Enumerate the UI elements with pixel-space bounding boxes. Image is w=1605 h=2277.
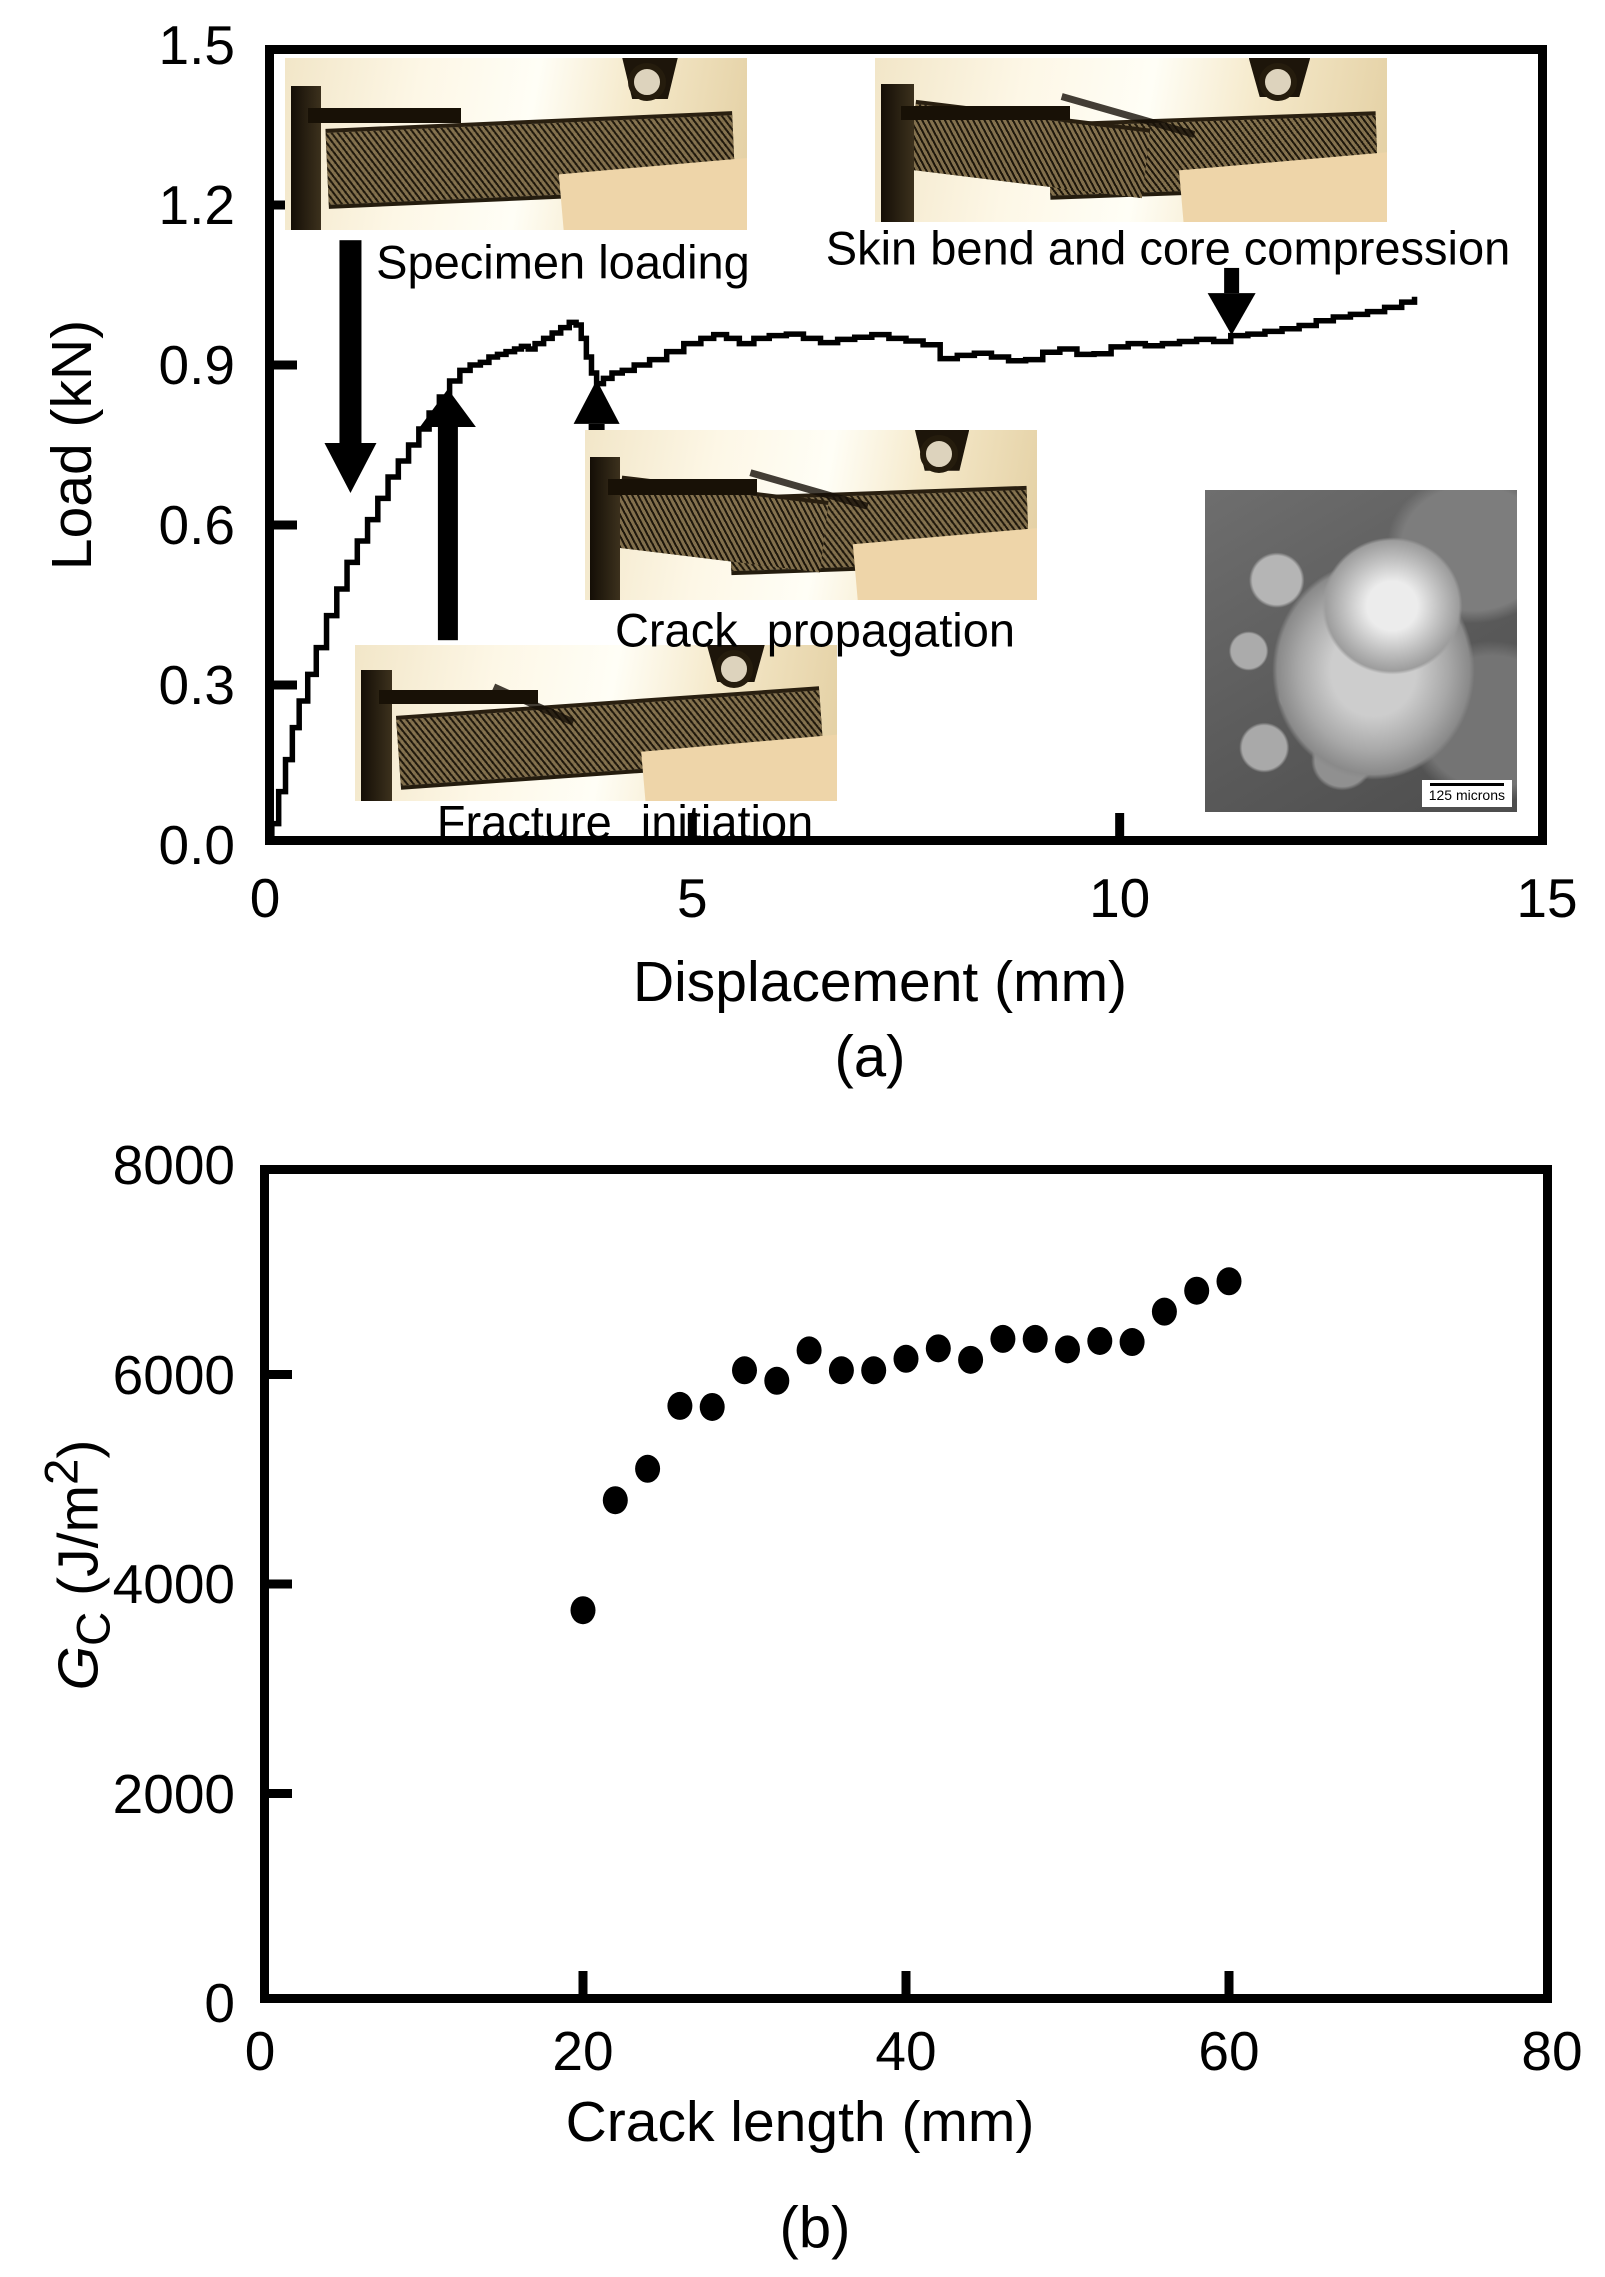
data-point — [1216, 1267, 1242, 1296]
panel-b-tag: (b) — [779, 2195, 851, 2261]
data-point — [602, 1486, 628, 1515]
data-point — [893, 1344, 919, 1373]
tick-label: 0.0 — [158, 814, 235, 876]
data-point — [861, 1356, 887, 1385]
tick-label: 0 — [249, 867, 281, 929]
data-point — [1119, 1328, 1145, 1357]
tick-label: 0.6 — [158, 494, 235, 556]
caption-specimen-loading: Specimen loading — [376, 235, 750, 289]
load-displacement-plot — [265, 45, 1547, 845]
fixture-arm — [607, 479, 757, 495]
gc-symbol: G — [46, 1646, 111, 1691]
fracture-toughness-plot — [260, 1165, 1552, 2003]
tick-label: 6000 — [112, 1343, 235, 1406]
gc-unit-sup: 2 — [35, 1458, 89, 1486]
photo-fracture-initiation — [355, 645, 837, 801]
panel-a-tag: (a) — [834, 1024, 906, 1090]
data-point — [925, 1334, 951, 1363]
specimen-bar — [325, 111, 735, 209]
fixture-bolt — [1259, 62, 1298, 101]
tick-label: 60 — [1198, 2020, 1260, 2082]
data-point — [764, 1366, 790, 1395]
tick-label: 20 — [552, 2020, 614, 2082]
load-curve — [265, 296, 1418, 845]
caption-skin-bend: Skin bend and core compression — [825, 221, 1511, 275]
tick-label: 0.9 — [158, 334, 235, 396]
tick-label: 0.3 — [158, 654, 235, 716]
data-point — [699, 1392, 725, 1421]
tick-label: 5 — [677, 867, 708, 929]
data-point — [635, 1454, 661, 1483]
skin-bend-arrow — [1207, 267, 1256, 336]
data-point — [1184, 1276, 1210, 1305]
fixture-arm — [308, 107, 461, 124]
photo-crack-propagation — [585, 430, 1037, 600]
fracture-initiation-arrow — [419, 389, 476, 641]
tick-label: 80 — [1521, 2020, 1583, 2082]
data-point — [1151, 1297, 1177, 1326]
caption-crack-propagation: Crack propagation — [614, 603, 1016, 657]
tick-label: 1.5 — [158, 14, 235, 76]
photo-specimen-loading — [285, 58, 747, 230]
crack-propagation-arrow — [573, 379, 620, 434]
data-point — [958, 1345, 984, 1374]
tick-label: 40 — [875, 2020, 937, 2082]
data-point — [828, 1356, 854, 1385]
fixture-bolt — [628, 63, 667, 102]
specimen-loading-arrow — [324, 240, 377, 493]
data-point — [796, 1336, 822, 1365]
sem-scale-label: 125 microns — [1421, 780, 1512, 807]
tick-label: 4000 — [112, 1553, 235, 1615]
tick-label: 2000 — [112, 1762, 235, 1825]
tick-label: 1.2 — [158, 174, 235, 236]
tick-label: 8000 — [112, 1134, 235, 1196]
panel-a-x-axis-title: Displacement (mm) — [632, 950, 1128, 1014]
caption-fracture-initiation: Fracture initiation — [436, 795, 814, 849]
sem-scale-bar — [1429, 783, 1504, 786]
tick-label: 15 — [1516, 867, 1578, 929]
fixture-arm — [379, 690, 539, 705]
data-point — [990, 1324, 1016, 1353]
tick-label: 10 — [1089, 867, 1151, 929]
fixture-arm — [900, 105, 1070, 121]
data-point — [1022, 1324, 1048, 1353]
gc-unit-post: ) — [46, 1439, 111, 1459]
data-point — [667, 1391, 693, 1420]
fixture-bolt — [919, 435, 958, 474]
panel-b-x-axis-title: Crack length (mm) — [565, 2090, 1035, 2154]
photo-skin-bend — [875, 58, 1387, 222]
data-point — [570, 1596, 596, 1625]
fixture-bolt — [714, 649, 753, 688]
data-point — [1087, 1326, 1113, 1355]
data-point — [1055, 1335, 1080, 1364]
data-point — [732, 1356, 757, 1385]
sem-scale-text: 125 microns — [1428, 787, 1505, 803]
tick-label: 0 — [244, 2020, 276, 2082]
tick-label: 0 — [204, 1972, 235, 2034]
sem-micrograph: 125 microns — [1205, 490, 1517, 812]
